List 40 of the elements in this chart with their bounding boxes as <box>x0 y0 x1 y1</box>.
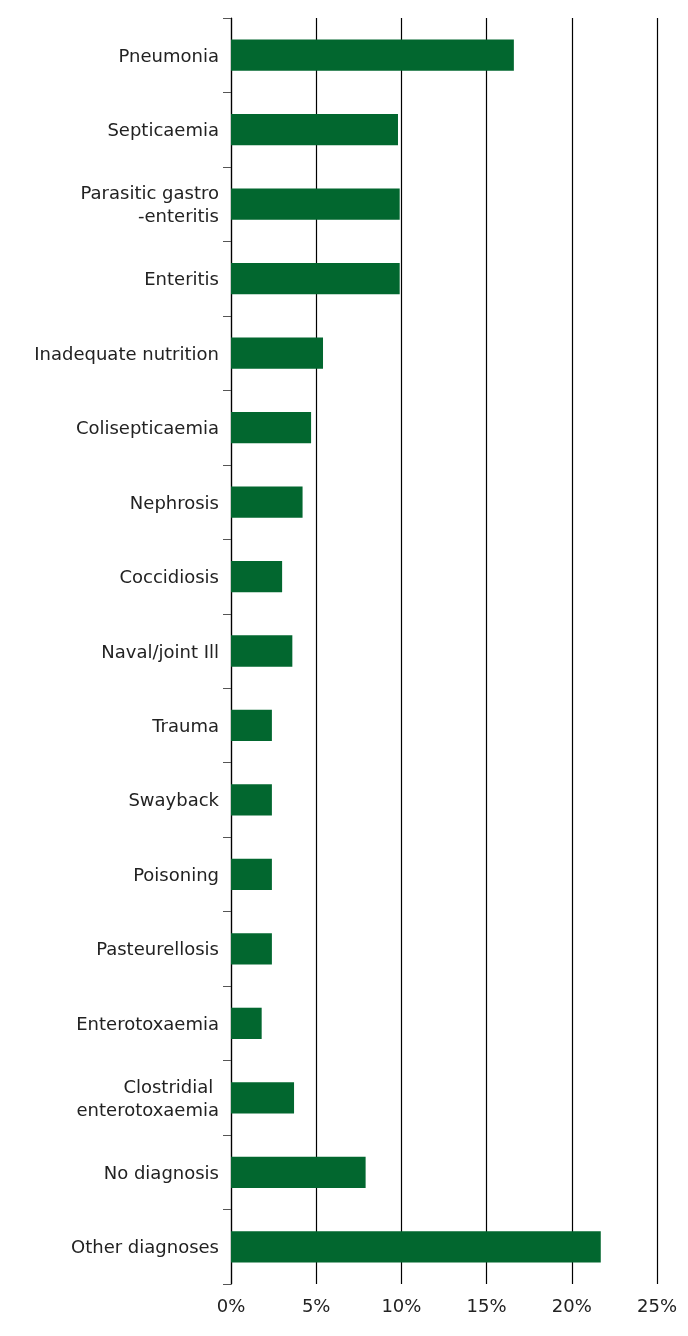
y-tick-label: Parasitic gastro -enteritis <box>80 182 219 227</box>
x-tick-label: 10% <box>381 1294 422 1316</box>
bar <box>231 114 398 146</box>
x-tick-label: 15% <box>466 1294 507 1316</box>
bar <box>231 1156 366 1188</box>
bar <box>231 411 312 444</box>
y-tick-label: Septicaemia <box>107 119 219 141</box>
y-tick-label: No diagnosis <box>103 1161 219 1183</box>
y-tick-label: Naval/joint Ill <box>101 640 219 662</box>
bar <box>231 635 293 667</box>
bar <box>231 263 400 295</box>
bar <box>231 337 324 369</box>
bar <box>231 858 272 891</box>
y-tick-label: Poisoning <box>133 863 219 885</box>
y-tick-label: Enterotoxaemia <box>76 1012 219 1034</box>
bar <box>231 486 303 518</box>
y-tick-label: Trauma <box>151 714 219 736</box>
bar <box>231 560 283 593</box>
y-tick-label: Enteritis <box>144 268 219 290</box>
y-tick-label: Clostridial enterotoxaemia <box>76 1075 219 1120</box>
y-tick-label: Pasteurellosis <box>96 938 219 960</box>
bar <box>231 1231 601 1263</box>
y-tick-label: Inadequate nutrition <box>34 342 219 364</box>
x-tick-label: 25% <box>636 1294 677 1316</box>
bar <box>231 39 514 71</box>
bar <box>231 709 272 742</box>
bar <box>231 188 400 220</box>
y-tick-label: Nephrosis <box>129 491 219 513</box>
y-tick-label: Colisepticaemia <box>75 417 219 439</box>
x-tick-label: 0% <box>216 1294 246 1316</box>
y-tick-label: Swayback <box>128 789 220 811</box>
y-tick-label: Other diagnoses <box>71 1236 219 1258</box>
y-tick-label: Pneumonia <box>118 44 219 66</box>
x-tick-label: 5% <box>301 1294 331 1316</box>
bar <box>231 933 272 965</box>
bar <box>231 1082 295 1114</box>
x-tick-label: 20% <box>551 1294 592 1316</box>
y-tick-label: Coccidiosis <box>119 566 219 588</box>
bar <box>231 1007 262 1039</box>
bar <box>231 784 272 816</box>
